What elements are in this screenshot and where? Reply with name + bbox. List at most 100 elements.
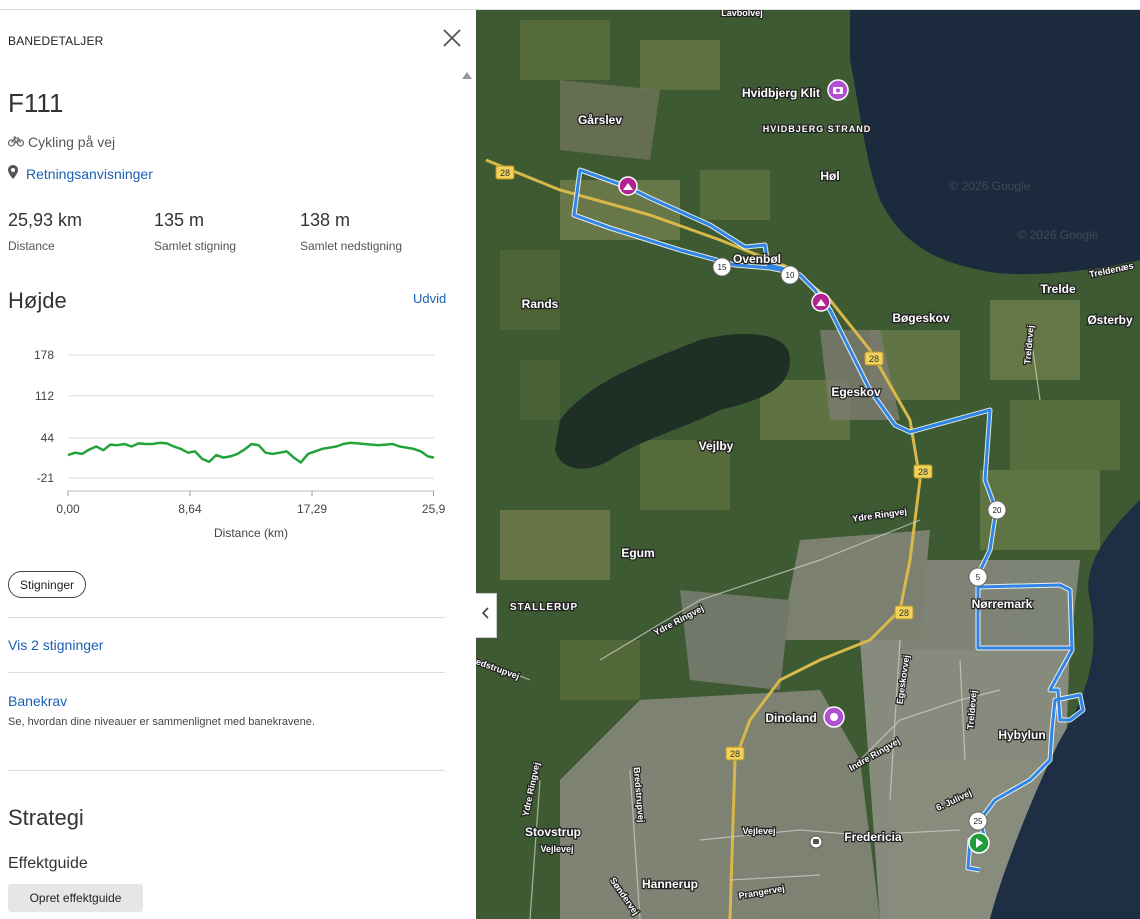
y-tick-label: -21: [37, 471, 55, 485]
climbs-button[interactable]: Stigninger: [8, 571, 87, 598]
attraction-poi-icon[interactable]: [823, 706, 845, 728]
place-label: Ovenbøl: [733, 252, 781, 266]
place-label: Hannerup: [642, 877, 698, 891]
x-tick-label: 17,29: [297, 502, 327, 516]
road-shield: 28: [894, 605, 914, 620]
course-title: F111: [8, 88, 64, 118]
stat-descent: 138 m Samlet nedstigning: [300, 210, 446, 253]
climb-marker-icon[interactable]: [618, 176, 638, 196]
stat-value: 138 m: [300, 210, 351, 230]
location-pin-icon: [8, 165, 18, 182]
road-number: 28: [899, 608, 909, 618]
collapse-panel-button[interactable]: [476, 593, 497, 638]
create-effect-guide-button[interactable]: Opret effektguide: [8, 884, 143, 912]
km-marker: 20: [987, 500, 1007, 520]
chevron-left-icon: [481, 606, 491, 625]
place-label: Høl: [820, 169, 839, 183]
place-label: Fredericia: [844, 830, 902, 844]
stat-label: Samlet nedstigning: [300, 239, 403, 253]
course-requirements-link[interactable]: Banekrav: [8, 693, 68, 709]
y-tick-label: 178: [34, 348, 54, 362]
road-shield: 28: [725, 746, 745, 761]
place-label: HVIDBJERG STRAND: [763, 124, 872, 134]
transit-station-icon[interactable]: [809, 835, 823, 849]
road-shield: 28: [913, 464, 933, 479]
start-flag-icon[interactable]: [968, 832, 990, 854]
place-label: Gårslev: [578, 113, 622, 127]
elevation-chart-svg: 178 112 44 -21 0,00 8,64 17,29 25,9 Distance (km…: [34, 348, 446, 540]
stat-value: 135 m: [154, 210, 205, 230]
place-label: Egeskov: [831, 385, 881, 399]
place-label: Vejlby: [699, 439, 734, 453]
street-label: Vejlevej: [742, 826, 775, 836]
divider: [8, 672, 445, 673]
road-shield: 28: [495, 165, 515, 180]
y-tick-label: 112: [35, 389, 54, 403]
place-label: Rands: [522, 297, 559, 311]
y-tick-label: 44: [41, 431, 55, 445]
top-border: [0, 0, 1140, 10]
course-details-panel: BANEDETALJER F111 Cykling på vej Retning…: [0, 10, 476, 919]
show-climbs-link[interactable]: Vis 2 stigninger: [8, 637, 104, 653]
sport-type: Cykling på vej: [7, 134, 116, 150]
camera-poi-icon[interactable]: [827, 79, 849, 101]
x-tick-label: 25,9: [422, 502, 446, 516]
scroll-up-arrow-icon[interactable]: [462, 72, 472, 79]
place-label: Dinoland: [765, 711, 816, 725]
bicycle-icon: [7, 134, 25, 150]
x-tick-label: 0,00: [56, 502, 80, 516]
course-requirements-text: Se, hvordan dine niveauer er sammenligne…: [8, 716, 315, 728]
elevation-series-line: [67, 441, 435, 464]
stats-row: 25,93 km Distance 135 m Samlet stigning …: [8, 210, 448, 253]
place-label: Egum: [621, 546, 654, 560]
place-label: STALLERUP: [510, 602, 578, 613]
stat-label: Distance: [8, 239, 55, 253]
map-watermark: © 2026 Google: [950, 179, 1031, 193]
road-number: 28: [918, 467, 928, 477]
street-label: Vejlevej: [540, 844, 573, 854]
directions-link[interactable]: Retningsanvisninger: [8, 165, 153, 182]
place-label: Stovstrup: [525, 825, 581, 839]
divider: [8, 770, 445, 771]
svg-text:5: 5: [976, 573, 981, 582]
climb-marker-icon[interactable]: [811, 292, 831, 312]
map-watermark: © 2026 Google: [1018, 228, 1099, 242]
x-axis-label: Distance (km): [214, 526, 288, 540]
road-number: 28: [730, 749, 740, 759]
km-marker: 5: [968, 567, 988, 587]
place-label: Bøgeskov: [892, 311, 950, 325]
stat-label: Samlet stigning: [154, 239, 237, 253]
map-canvas[interactable]: 28 28 28 28 28 15 10 20: [476, 10, 1140, 919]
x-tick-label: 8,64: [178, 502, 202, 516]
place-label: Hybylun: [998, 728, 1045, 742]
elevation-chart: 178 112 44 -21 0,00 8,64 17,29 25,9 Distance (km…: [0, 332, 460, 542]
svg-text:20: 20: [993, 506, 1002, 515]
km-marker: 10: [780, 265, 800, 285]
svg-text:10: 10: [786, 271, 795, 280]
km-marker: 15: [712, 257, 732, 277]
stat-ascent: 135 m Samlet stigning: [154, 210, 300, 253]
elevation-title: Højde: [8, 288, 67, 313]
street-label: Lavbolvej: [721, 10, 763, 18]
street-label: Treldevej: [965, 690, 978, 730]
place-label: Hvidbjerg Klit: [742, 86, 820, 100]
strategy-title: Strategi: [8, 805, 84, 830]
stat-distance: 25,93 km Distance: [8, 210, 154, 253]
satellite-map[interactable]: 28 28 28 28 28 15 10 20: [476, 10, 1140, 919]
svg-text:25: 25: [974, 817, 983, 826]
place-label: Østerby: [1087, 313, 1133, 327]
effect-guide-title: Effektguide: [8, 855, 88, 872]
sport-label: Cykling på vej: [28, 134, 116, 150]
place-label: Nørremark: [972, 597, 1033, 611]
road-number: 28: [500, 168, 510, 178]
expand-link[interactable]: Udvid: [413, 291, 447, 306]
road-number: 28: [869, 354, 879, 364]
road-shield: 28: [864, 351, 884, 366]
stat-value: 25,93 km: [8, 210, 83, 230]
svg-text:15: 15: [718, 263, 727, 272]
panel-header: BANEDETALJER: [8, 34, 104, 48]
km-marker: 25: [968, 811, 988, 831]
place-label: Trelde: [1040, 282, 1076, 296]
close-icon[interactable]: [440, 26, 464, 50]
directions-label: Retningsanvisninger: [26, 165, 153, 182]
